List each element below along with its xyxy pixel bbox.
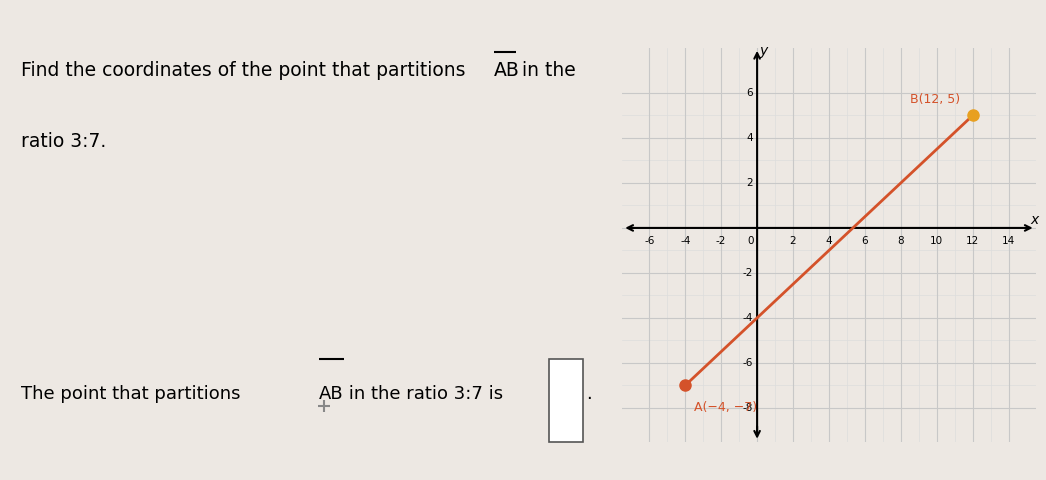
Text: 6: 6 xyxy=(746,88,753,98)
Text: 4: 4 xyxy=(746,133,753,143)
Text: in the: in the xyxy=(516,61,575,80)
Text: AB: AB xyxy=(319,385,344,403)
Text: in the ratio 3:7 is: in the ratio 3:7 is xyxy=(343,385,509,403)
Text: 2: 2 xyxy=(746,178,753,188)
FancyBboxPatch shape xyxy=(549,360,583,442)
Text: ratio 3:7.: ratio 3:7. xyxy=(21,132,107,152)
Text: -6: -6 xyxy=(743,358,753,368)
Text: 10: 10 xyxy=(930,236,943,246)
Text: -4: -4 xyxy=(680,236,690,246)
Text: 0: 0 xyxy=(747,236,753,246)
Text: 12: 12 xyxy=(967,236,979,246)
Text: -4: -4 xyxy=(743,313,753,323)
Text: x: x xyxy=(1030,213,1039,227)
Text: -2: -2 xyxy=(715,236,726,246)
Text: 2: 2 xyxy=(790,236,796,246)
Text: 6: 6 xyxy=(862,236,868,246)
Text: 8: 8 xyxy=(897,236,904,246)
Text: -6: -6 xyxy=(644,236,655,246)
Text: 4: 4 xyxy=(825,236,833,246)
Text: -8: -8 xyxy=(743,403,753,413)
Text: -2: -2 xyxy=(743,268,753,278)
Text: AB: AB xyxy=(494,61,520,80)
Text: The point that partitions: The point that partitions xyxy=(21,385,246,403)
Text: Find the coordinates of the point that partitions: Find the coordinates of the point that p… xyxy=(21,61,472,80)
Text: A(−4, −7): A(−4, −7) xyxy=(695,401,757,414)
Text: B(12, 5): B(12, 5) xyxy=(910,94,960,107)
Text: y: y xyxy=(759,44,768,58)
Text: 14: 14 xyxy=(1002,236,1016,246)
Text: .: . xyxy=(587,385,592,403)
